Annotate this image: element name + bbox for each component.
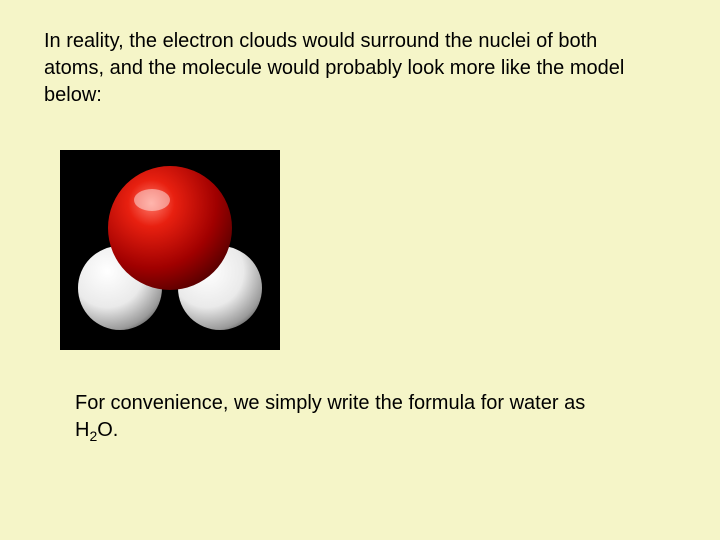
formula-text-suffix: O.	[97, 419, 118, 441]
oxygen-highlight	[134, 189, 170, 211]
oxygen-atom	[108, 166, 232, 290]
intro-paragraph: In reality, the electron clouds would su…	[44, 28, 660, 109]
formula-text-prefix: For convenience, we simply write the for…	[75, 392, 585, 441]
molecule-svg	[60, 150, 280, 350]
water-molecule-model	[60, 150, 280, 350]
formula-paragraph: For convenience, we simply write the for…	[75, 390, 630, 446]
